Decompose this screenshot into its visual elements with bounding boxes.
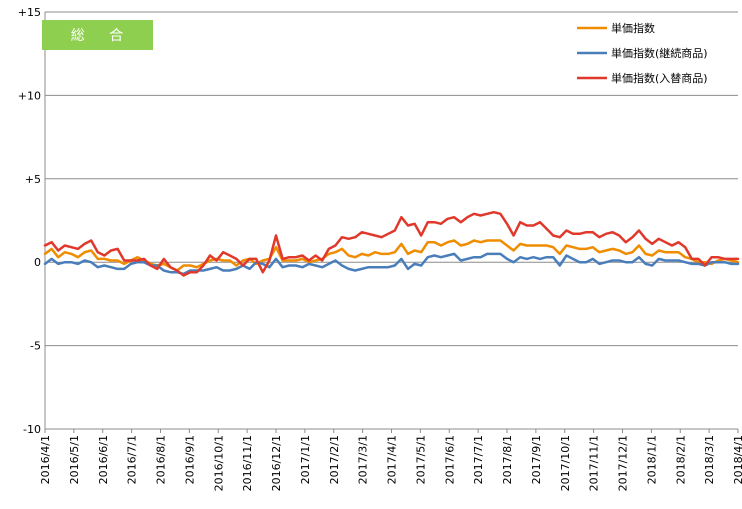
chart-badge: 総 合: [42, 20, 153, 50]
x-tick-label: 2017/5/1: [414, 435, 427, 484]
x-tick-label: 2017/3/1: [357, 435, 370, 484]
x-tick-label: 2018/4/1: [732, 435, 742, 484]
y-tick-label: -10: [23, 423, 41, 436]
x-tick-label: 2017/7/1: [472, 435, 485, 484]
legend-label: 単価指数(入替商品): [611, 71, 708, 85]
x-tick-label: 2018/1/1: [645, 435, 658, 484]
x-tick-label: 2017/1/1: [299, 435, 312, 484]
y-tick-label: +5: [25, 173, 41, 186]
series-lines: [43, 210, 740, 277]
y-tick-label: 0: [34, 256, 41, 269]
series-line-2: [43, 210, 740, 277]
x-tick-label: 2017/4/1: [386, 435, 399, 484]
x-tick-label: 2016/4/1: [39, 435, 52, 484]
x-tick-label: 2016/11/1: [241, 435, 254, 491]
x-tick-label: 2016/5/1: [68, 435, 81, 484]
badge-background: [42, 20, 153, 50]
y-axis-ticks: +15 +10 +5 0 -5 -10: [18, 6, 41, 436]
series-line-1: [43, 252, 740, 276]
x-tick-label: 2017/12/1: [617, 435, 630, 491]
y-tick-label: +10: [18, 89, 41, 102]
x-tick-label: 2017/6/1: [443, 435, 456, 484]
x-tick-label: 2018/2/1: [674, 435, 687, 484]
legend-background: [574, 20, 739, 94]
badge-label: 総 合: [71, 28, 133, 44]
x-tick-label: 2017/8/1: [501, 435, 514, 484]
x-tick-label: 2017/11/1: [588, 435, 601, 491]
x-tick-label: 2016/9/1: [183, 435, 196, 484]
x-tick-label: 2018/3/1: [703, 435, 716, 484]
x-tick-label: 2017/10/1: [559, 435, 572, 491]
x-tick-label: 2016/12/1: [270, 435, 283, 491]
x-tick-label: 2016/8/1: [155, 435, 168, 484]
x-tick-label: 2016/7/1: [126, 435, 139, 484]
y-tick-label: -5: [30, 340, 41, 353]
x-tick-label: 2016/10/1: [212, 435, 225, 491]
legend-label: 単価指数(継続商品): [611, 46, 708, 60]
x-axis-ticks: 2016/4/1 2016/5/1 2016/6/1 2016/7/1 2016/8/1…: [39, 429, 742, 491]
y-tick-label: +15: [18, 6, 41, 19]
x-tick-label: 2017/2/1: [328, 435, 341, 484]
x-tick-label: 2017/9/1: [530, 435, 543, 484]
legend-label: 単価指数: [611, 21, 655, 35]
x-tick-label: 2016/6/1: [97, 435, 110, 484]
